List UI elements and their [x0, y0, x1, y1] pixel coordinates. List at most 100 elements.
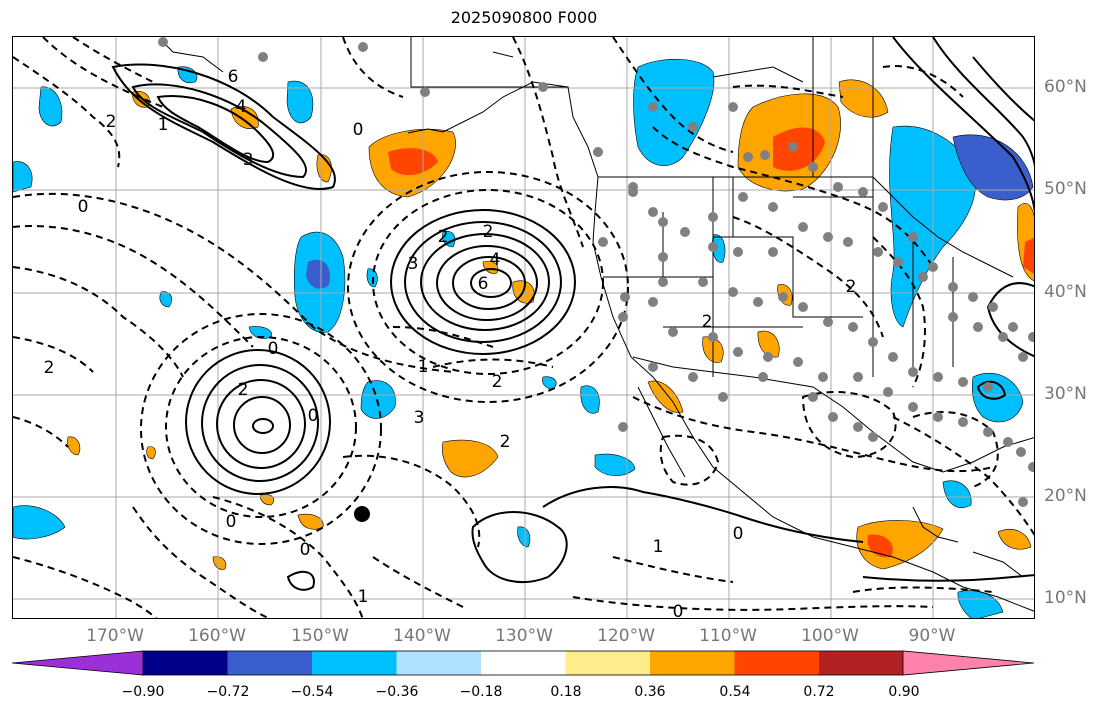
colorbar-segment — [734, 651, 820, 675]
station-dot — [818, 372, 828, 382]
contour-label: 0 — [268, 339, 279, 359]
station-dot — [1008, 322, 1018, 332]
contour-label: 1 — [653, 537, 664, 557]
station-dot — [648, 362, 658, 372]
contours-solid — [111, 37, 1034, 591]
station-dot — [708, 332, 718, 342]
station-dot — [958, 417, 968, 427]
lon-label-110w: 110°W — [699, 626, 757, 646]
station-dot — [1003, 437, 1013, 447]
contour-label: 2 — [500, 432, 511, 452]
station-dot — [883, 387, 893, 397]
station-dot — [933, 372, 943, 382]
station-dot — [948, 312, 958, 322]
station-dot — [808, 392, 818, 402]
contour-label: 2 — [438, 227, 449, 247]
station-dot — [868, 432, 878, 442]
graticule — [13, 37, 1034, 618]
colorbar-tick: −0.54 — [290, 684, 334, 700]
station-markers — [158, 37, 1034, 507]
station-dot — [728, 102, 738, 112]
station-dot — [858, 187, 868, 197]
station-dot — [908, 232, 918, 242]
colorbar — [12, 650, 1035, 676]
station-dot — [873, 247, 883, 257]
coastlines — [162, 37, 1034, 612]
station-dot — [658, 277, 668, 287]
station-dot — [1018, 352, 1028, 362]
colorbar-tick: −0.36 — [375, 684, 419, 700]
lon-label-120w: 120°W — [597, 626, 655, 646]
contour-label: 3 — [408, 254, 419, 274]
station-dot — [973, 322, 983, 332]
contour-label: 0 — [353, 120, 364, 140]
colorbar-segment — [481, 651, 566, 675]
contour-label: 1 — [158, 115, 169, 135]
station-dot — [853, 372, 863, 382]
station-dot — [808, 162, 818, 172]
station-dot — [753, 297, 763, 307]
station-dot — [738, 192, 748, 202]
contour-label: 0 — [226, 512, 237, 532]
station-dot — [878, 202, 888, 212]
map-title: 2025090800 F000 — [450, 8, 598, 27]
station-dot — [258, 52, 268, 62]
station-dot — [628, 182, 638, 192]
station-dot — [948, 282, 958, 292]
station-dot — [798, 222, 808, 232]
station-dot — [708, 212, 718, 222]
contour-label: 6 — [478, 274, 489, 294]
lon-label-90w: 90°W — [908, 626, 956, 646]
lon-label-170w: 170°W — [86, 626, 144, 646]
colorbar-tick: 0.36 — [634, 684, 666, 700]
station-dot — [1016, 447, 1026, 457]
station-dot — [908, 367, 918, 377]
lon-label-150w: 150°W — [291, 626, 349, 646]
station-dot — [928, 262, 938, 272]
station-dot — [793, 357, 803, 367]
lon-label-140w: 140°W — [393, 626, 451, 646]
point-marker — [354, 506, 370, 522]
colorbar-segment — [143, 651, 228, 675]
contours-dashed — [13, 37, 1034, 618]
station-dot — [733, 247, 743, 257]
station-dot — [598, 237, 608, 247]
station-dot — [798, 302, 808, 312]
contour-label: 1 — [358, 587, 369, 607]
station-dot — [758, 372, 768, 382]
contour-label: 0 — [300, 540, 311, 560]
station-dot — [658, 252, 668, 262]
lat-label-20n: 20°N — [1044, 486, 1087, 506]
colorbar-tick: −0.72 — [206, 684, 250, 700]
contour-label: 3 — [243, 150, 254, 170]
station-dot — [728, 287, 738, 297]
contour-label: 0 — [78, 197, 89, 217]
station-dot — [618, 422, 628, 432]
map-panel[interactable]: 6 4 3 2 1 0 0 2 3 4 6 2 2 0 0 1 2 3 2 0 … — [12, 36, 1035, 619]
colorbar-tick: 0.72 — [803, 684, 835, 700]
station-dot — [158, 37, 168, 47]
station-dot — [853, 422, 863, 432]
contour-label: 3 — [414, 408, 425, 428]
station-dot — [983, 427, 993, 437]
station-dot — [933, 412, 943, 422]
colorbar-tick: 0.54 — [719, 684, 751, 700]
lon-label-160w: 160°W — [188, 626, 246, 646]
station-dot — [593, 147, 603, 157]
station-dot — [828, 412, 838, 422]
station-dot — [688, 122, 698, 132]
colorbar-min-extend — [12, 650, 144, 676]
colorbar-segment — [650, 651, 735, 675]
station-dot — [718, 392, 728, 402]
station-dot — [918, 272, 928, 282]
colorbar-segment — [312, 651, 397, 675]
station-dot — [648, 297, 658, 307]
contour-label: 4 — [490, 250, 501, 270]
station-dot — [668, 327, 678, 337]
lat-label-40n: 40°N — [1044, 282, 1087, 302]
lat-label-30n: 30°N — [1044, 384, 1087, 404]
lon-label-130w: 130°W — [495, 626, 553, 646]
contour-label: 2 — [106, 112, 117, 132]
station-dot — [893, 257, 903, 267]
colorbar-tick: −0.18 — [459, 684, 503, 700]
